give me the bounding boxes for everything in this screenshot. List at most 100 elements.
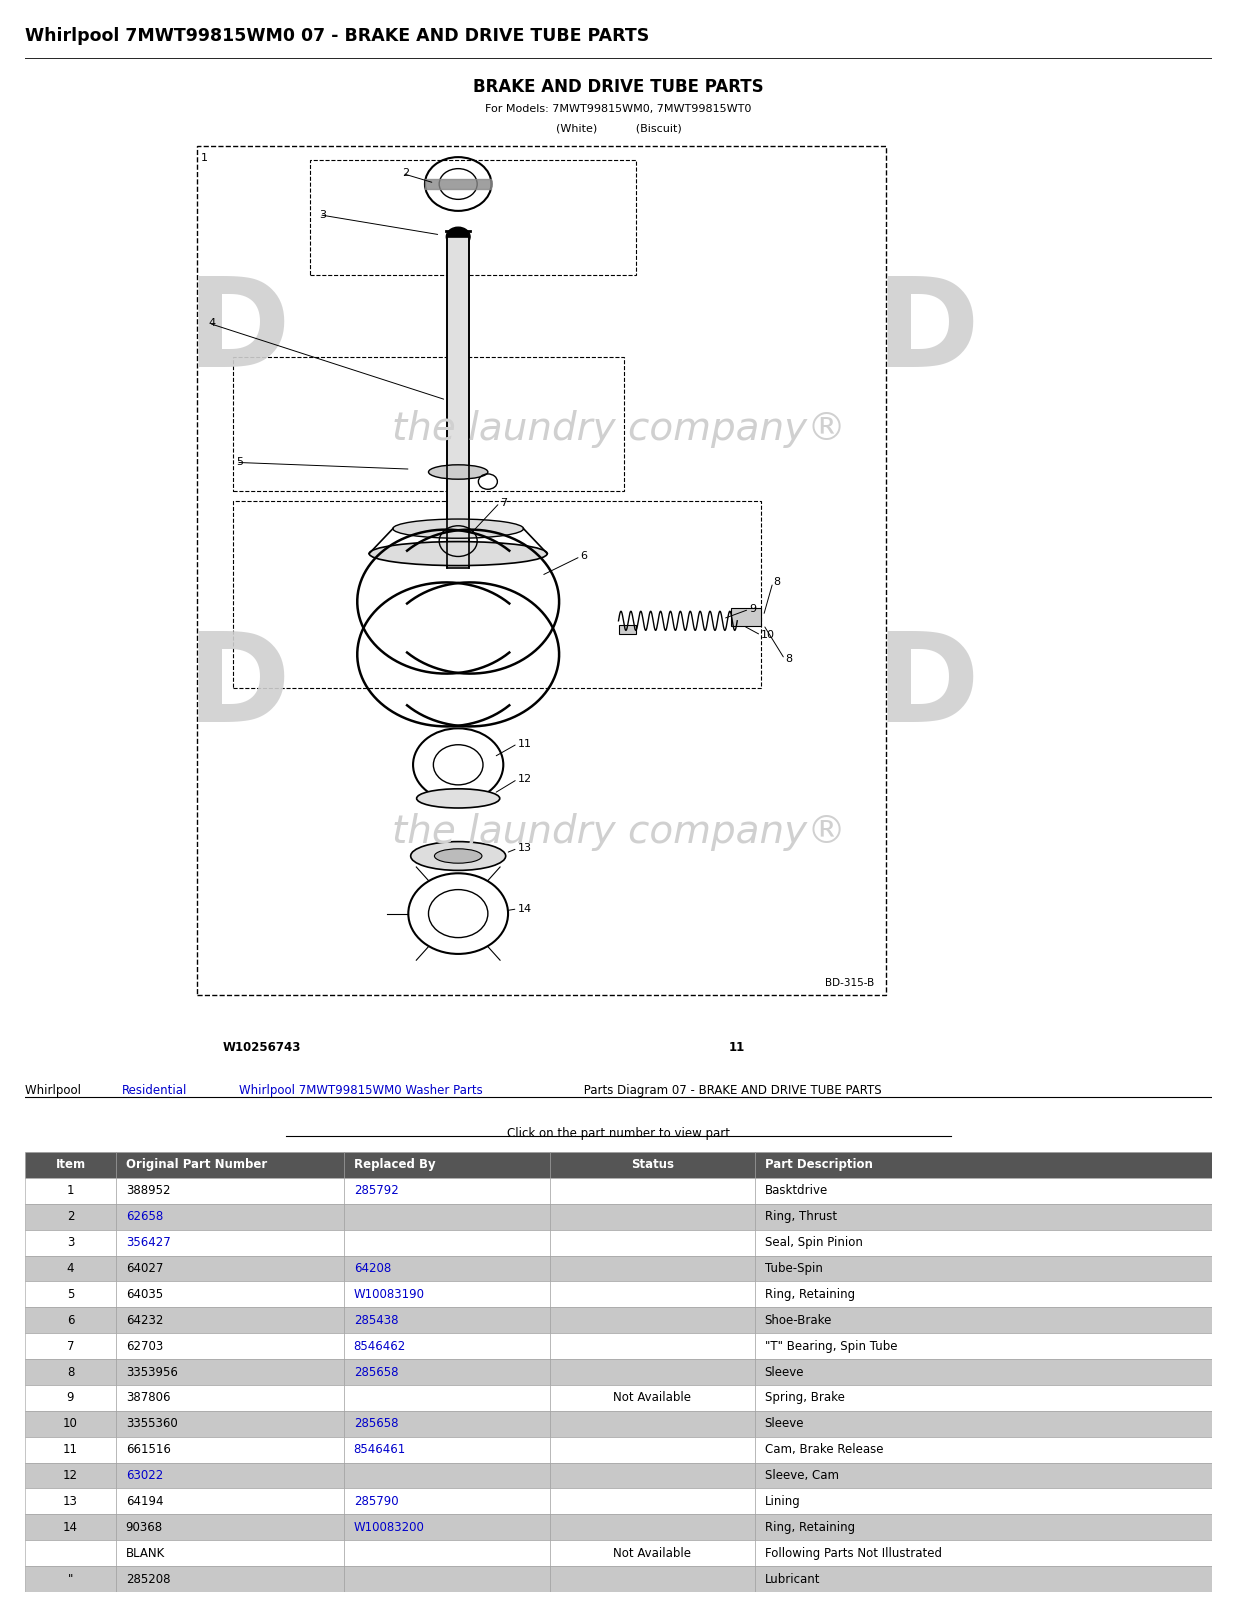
Bar xyxy=(25,1386,116,1411)
Bar xyxy=(755,1386,1212,1411)
Bar xyxy=(25,1282,116,1307)
Bar xyxy=(731,608,761,626)
Text: 3: 3 xyxy=(319,210,327,219)
Bar xyxy=(549,1256,755,1282)
Bar xyxy=(549,1566,755,1592)
Text: 5: 5 xyxy=(67,1288,74,1301)
Text: 7: 7 xyxy=(500,498,507,507)
Bar xyxy=(116,1307,344,1333)
Text: 5: 5 xyxy=(236,458,244,467)
Bar xyxy=(116,1178,344,1203)
Text: 661516: 661516 xyxy=(126,1443,171,1456)
Text: 90368: 90368 xyxy=(126,1520,163,1534)
Bar xyxy=(25,1437,116,1462)
Text: 387806: 387806 xyxy=(126,1392,171,1405)
Text: 285790: 285790 xyxy=(354,1494,398,1507)
Bar xyxy=(233,501,761,688)
Bar xyxy=(116,1566,344,1592)
Text: 9: 9 xyxy=(67,1392,74,1405)
Bar xyxy=(344,1230,549,1256)
Bar xyxy=(116,1333,344,1358)
Bar xyxy=(116,1462,344,1488)
Bar xyxy=(25,1541,116,1566)
Text: 11: 11 xyxy=(517,739,532,749)
Text: Whirlpool 7MWT99815WM0 Washer Parts: Whirlpool 7MWT99815WM0 Washer Parts xyxy=(239,1083,482,1098)
Text: BLANK: BLANK xyxy=(126,1547,165,1560)
Text: 1: 1 xyxy=(67,1184,74,1197)
Text: 13: 13 xyxy=(517,843,532,853)
Bar xyxy=(344,1333,549,1358)
Bar xyxy=(25,1358,116,1386)
Text: BD-315-B: BD-315-B xyxy=(825,978,873,987)
Text: Sleeve: Sleeve xyxy=(764,1418,804,1430)
Bar xyxy=(755,1178,1212,1203)
Text: 63022: 63022 xyxy=(126,1469,163,1482)
Bar xyxy=(344,1462,549,1488)
Text: Ring, Thrust: Ring, Thrust xyxy=(764,1210,836,1224)
Text: Basktdrive: Basktdrive xyxy=(764,1184,828,1197)
Text: Status: Status xyxy=(631,1158,674,1171)
Bar xyxy=(549,1358,755,1386)
Bar xyxy=(344,1514,549,1541)
Bar xyxy=(344,1282,549,1307)
Bar xyxy=(549,1462,755,1488)
Bar xyxy=(25,1333,116,1358)
Bar xyxy=(549,1230,755,1256)
Bar xyxy=(25,1203,116,1230)
Text: W10083200: W10083200 xyxy=(354,1520,424,1534)
Text: 14: 14 xyxy=(63,1520,78,1534)
Bar xyxy=(116,1411,344,1437)
Text: D: D xyxy=(876,272,980,394)
Text: (White)           (Biscuit): (White) (Biscuit) xyxy=(555,123,682,133)
Text: Part Description: Part Description xyxy=(764,1158,872,1171)
Bar xyxy=(344,1178,549,1203)
Ellipse shape xyxy=(417,789,500,808)
Bar xyxy=(549,1307,755,1333)
Text: Sleeve, Cam: Sleeve, Cam xyxy=(764,1469,839,1482)
Bar xyxy=(755,1566,1212,1592)
Bar xyxy=(25,1230,116,1256)
Bar xyxy=(755,1514,1212,1541)
Bar xyxy=(116,1386,344,1411)
Bar xyxy=(25,1152,116,1178)
Bar xyxy=(344,1256,549,1282)
Text: ": " xyxy=(68,1573,73,1586)
Text: For Models: 7MWT99815WM0, 7MWT99815WT0: For Models: 7MWT99815WM0, 7MWT99815WT0 xyxy=(485,104,752,114)
Bar xyxy=(549,1152,755,1178)
Bar xyxy=(755,1358,1212,1386)
Bar xyxy=(549,1203,755,1230)
Text: 3355360: 3355360 xyxy=(126,1418,177,1430)
Text: 8: 8 xyxy=(784,654,792,664)
Bar xyxy=(344,1386,549,1411)
Bar xyxy=(549,1541,755,1566)
Circle shape xyxy=(447,227,470,246)
Bar xyxy=(116,1488,344,1514)
Text: D: D xyxy=(187,272,291,394)
Bar xyxy=(618,624,636,634)
Text: Whirlpool: Whirlpool xyxy=(25,1083,84,1098)
Bar xyxy=(344,1152,549,1178)
Text: 285658: 285658 xyxy=(354,1418,398,1430)
Text: 8546461: 8546461 xyxy=(354,1443,406,1456)
Text: Replaced By: Replaced By xyxy=(354,1158,435,1171)
Bar xyxy=(549,1282,755,1307)
Text: Lubricant: Lubricant xyxy=(764,1573,820,1586)
Bar xyxy=(755,1411,1212,1437)
Bar xyxy=(233,357,625,491)
Text: 8: 8 xyxy=(773,578,781,587)
Text: Whirlpool 7MWT99815WM0 07 - BRAKE AND DRIVE TUBE PARTS: Whirlpool 7MWT99815WM0 07 - BRAKE AND DR… xyxy=(25,27,649,45)
Bar xyxy=(197,146,886,995)
Bar xyxy=(116,1437,344,1462)
Text: the laundry company®: the laundry company® xyxy=(391,813,846,851)
Bar xyxy=(116,1514,344,1541)
Text: 64035: 64035 xyxy=(126,1288,163,1301)
Bar xyxy=(755,1152,1212,1178)
Text: Lining: Lining xyxy=(764,1494,800,1507)
Bar xyxy=(448,237,469,568)
Bar xyxy=(755,1437,1212,1462)
Text: 285438: 285438 xyxy=(354,1314,398,1326)
Text: 64232: 64232 xyxy=(126,1314,163,1326)
Text: Original Part Number: Original Part Number xyxy=(126,1158,267,1171)
Text: 3353956: 3353956 xyxy=(126,1365,178,1379)
Text: 2: 2 xyxy=(67,1210,74,1224)
